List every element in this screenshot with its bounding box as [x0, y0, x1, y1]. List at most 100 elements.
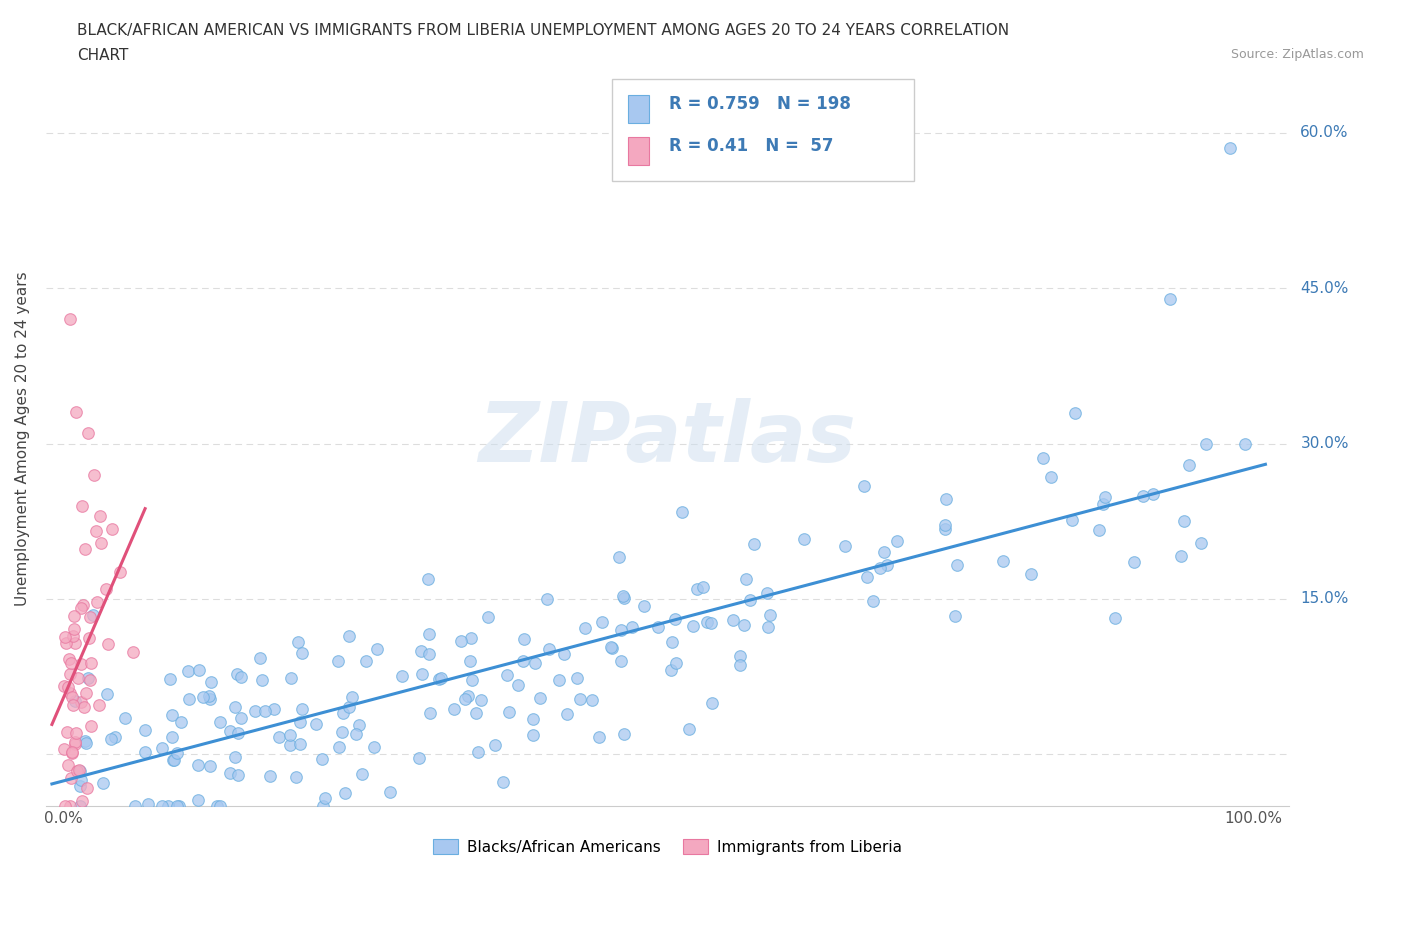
Point — [678, 722, 700, 737]
Point — [602, 641, 624, 656]
Point — [457, 688, 479, 703]
Point — [63, 694, 86, 709]
Point — [97, 636, 120, 651]
Point — [69, 764, 91, 778]
Point — [419, 705, 441, 720]
Point — [166, 745, 188, 760]
Point — [200, 759, 222, 774]
Point — [224, 699, 246, 714]
Point — [60, 656, 83, 671]
Point — [470, 692, 492, 707]
Point — [873, 544, 896, 559]
Point — [524, 656, 547, 671]
Point — [76, 426, 98, 441]
Point — [702, 696, 724, 711]
Point — [553, 646, 575, 661]
Point — [162, 707, 184, 722]
Point — [352, 766, 374, 781]
Point — [134, 723, 156, 737]
Point — [104, 729, 127, 744]
Point — [728, 658, 751, 672]
Point — [538, 642, 561, 657]
Point — [886, 534, 908, 549]
Point — [620, 620, 643, 635]
Point — [333, 786, 356, 801]
Point — [90, 536, 112, 551]
Point — [63, 608, 86, 623]
Point — [65, 737, 87, 751]
Point — [332, 706, 354, 721]
Point — [869, 560, 891, 575]
Point — [60, 745, 83, 760]
Point — [73, 699, 96, 714]
Point — [671, 505, 693, 520]
Point — [1178, 458, 1201, 472]
Point — [429, 671, 451, 686]
Point — [209, 714, 232, 729]
Point — [59, 686, 82, 701]
Point — [612, 589, 634, 604]
Point — [252, 672, 274, 687]
Point — [613, 590, 636, 604]
Point — [408, 751, 430, 765]
Point — [529, 691, 551, 706]
Point — [411, 667, 433, 682]
Point — [1032, 451, 1054, 466]
Point — [267, 730, 290, 745]
Point — [191, 689, 214, 704]
Point — [1142, 486, 1164, 501]
Point — [633, 598, 655, 613]
Point — [91, 776, 114, 790]
Point — [458, 654, 481, 669]
Point — [555, 707, 578, 722]
Point — [326, 654, 349, 669]
Point — [347, 718, 370, 733]
Point — [259, 769, 281, 784]
Point — [758, 608, 780, 623]
Point — [1233, 436, 1256, 451]
Point — [76, 780, 98, 795]
Point — [82, 608, 104, 623]
Point — [101, 522, 124, 537]
Point — [454, 691, 477, 706]
Point — [122, 644, 145, 659]
Point — [418, 627, 440, 642]
Point — [59, 799, 82, 814]
Point — [856, 569, 879, 584]
Point — [569, 692, 592, 707]
Point — [311, 799, 333, 814]
Point — [647, 619, 669, 634]
Point — [200, 674, 222, 689]
Point — [177, 663, 200, 678]
Point — [430, 671, 453, 685]
Point — [263, 701, 285, 716]
Point — [253, 704, 276, 719]
Text: CHART: CHART — [77, 48, 129, 63]
Point — [943, 608, 966, 623]
Point — [1189, 536, 1212, 551]
Point — [278, 727, 301, 742]
Point — [83, 467, 105, 482]
Point — [65, 405, 87, 420]
Text: 60.0%: 60.0% — [1301, 126, 1348, 140]
Point — [84, 524, 107, 538]
Point — [1173, 513, 1195, 528]
Point — [378, 784, 401, 799]
Point — [89, 698, 111, 712]
Text: R = 0.41   N =  57: R = 0.41 N = 57 — [669, 137, 834, 154]
Point — [728, 649, 751, 664]
Point — [613, 726, 636, 741]
Text: BLACK/AFRICAN AMERICAN VS IMMIGRANTS FROM LIBERIA UNEMPLOYMENT AMONG AGES 20 TO : BLACK/AFRICAN AMERICAN VS IMMIGRANTS FRO… — [77, 23, 1010, 38]
Point — [80, 719, 103, 734]
Legend: Blacks/African Americans, Immigrants from Liberia: Blacks/African Americans, Immigrants fro… — [427, 833, 908, 861]
Point — [522, 711, 544, 726]
Point — [218, 765, 240, 780]
Point — [150, 741, 173, 756]
Point — [600, 640, 623, 655]
Point — [229, 711, 252, 725]
Point — [536, 591, 558, 606]
Point — [198, 692, 221, 707]
Point — [124, 799, 146, 814]
Point — [226, 767, 249, 782]
Point — [134, 745, 156, 760]
